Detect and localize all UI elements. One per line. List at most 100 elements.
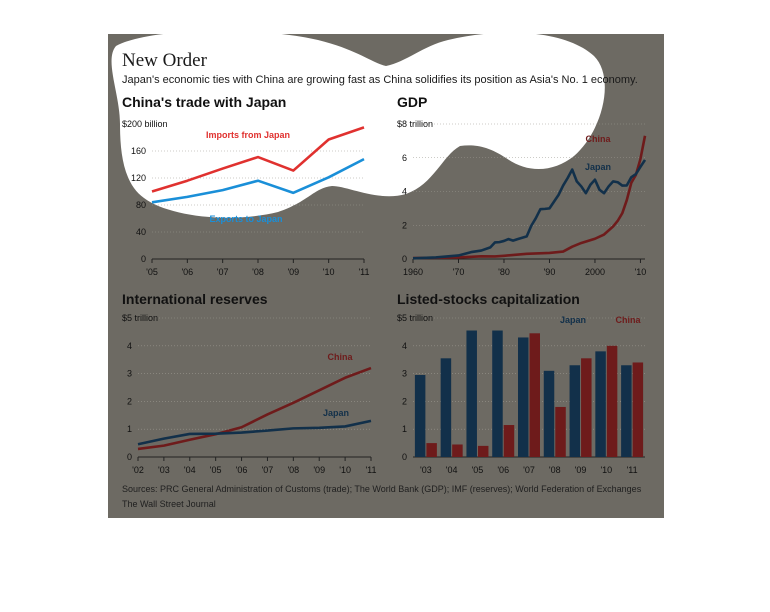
series-line-japan xyxy=(412,159,647,260)
y-tick-label: 2 xyxy=(402,396,407,406)
chart-reserves: International reserves 0 1 2 3 4 $5 trillion '0… xyxy=(122,291,377,475)
y-tick-label: 4 xyxy=(127,341,132,351)
series-line-japan xyxy=(137,419,372,446)
y-tick-label: 1 xyxy=(402,424,407,434)
y-tick-label: 2 xyxy=(402,220,407,230)
y-tick-label: 2 xyxy=(127,396,132,406)
bar-china xyxy=(632,362,644,457)
x-tick-label: 1960 xyxy=(403,267,423,277)
series-line-imports-from-japan xyxy=(151,126,365,193)
y-tick-label: 120 xyxy=(131,173,146,183)
chart-title-trade: China's trade with Japan xyxy=(122,94,286,110)
y-unit-label: $8 trillion xyxy=(397,119,433,129)
x-tick-label: '08 xyxy=(252,267,264,277)
legend-china: China xyxy=(615,315,641,325)
chart-trade: China's trade with Japan 0 40 80 120 160 $200 … xyxy=(122,94,370,277)
y-tick-label: 80 xyxy=(136,200,146,210)
series-label-japan: Japan xyxy=(585,162,611,172)
y-unit-label: $5 trillion xyxy=(397,313,433,323)
bar-japan xyxy=(466,330,477,457)
chart-gdp: GDP 0 2 4 6 $8 trillion 1960 '70 '80 '90 2000 '10 Ch… xyxy=(397,94,646,277)
x-tick-label: '03 xyxy=(420,465,432,475)
highlight-shape xyxy=(111,34,605,218)
y-tick-label: 0 xyxy=(402,452,407,462)
infographic-panel: China's trade with Japan 0 40 80 120 160 $200 … xyxy=(108,34,664,518)
chart-title-reserves: International reserves xyxy=(122,291,268,307)
series-line-china xyxy=(412,135,647,260)
series-label-japan: Japan xyxy=(323,408,349,418)
x-tick-label: '02 xyxy=(132,465,144,475)
x-tick-label: '04 xyxy=(446,465,458,475)
x-tick-label: '08 xyxy=(549,465,561,475)
bar-china xyxy=(606,345,618,457)
y-tick-label: 1 xyxy=(127,424,132,434)
y-unit-label: $5 trillion xyxy=(122,313,158,323)
bar-japan xyxy=(440,358,452,457)
x-tick-label: '08 xyxy=(287,465,299,475)
y-tick-label: 3 xyxy=(127,369,132,379)
x-tick-label: '11 xyxy=(627,465,638,475)
infographic-title: New Order xyxy=(122,50,207,71)
bar-china xyxy=(477,445,489,457)
bar-china xyxy=(555,406,566,457)
y-tick-label: 0 xyxy=(402,254,407,264)
x-tick-label: 2000 xyxy=(585,267,605,277)
x-tick-label: '07 xyxy=(262,465,274,475)
bar-china xyxy=(452,444,463,457)
x-tick-label: '10 xyxy=(635,267,647,277)
x-tick-label: '07 xyxy=(217,267,229,277)
bar-japan xyxy=(595,351,606,457)
charts-layer: China's trade with Japan04080120160$200 … xyxy=(122,94,646,475)
bar-japan xyxy=(569,365,581,457)
y-unit-label: $200 billion xyxy=(122,119,168,129)
x-tick-label: '06 xyxy=(497,465,509,475)
x-tick-label: '10 xyxy=(339,465,351,475)
bar-china xyxy=(503,425,515,457)
chart-title-stocks: Listed-stocks capitalization xyxy=(397,291,580,307)
x-tick-label: '11 xyxy=(358,267,369,277)
x-tick-label: '09 xyxy=(287,267,299,277)
x-tick-label: '03 xyxy=(158,465,170,475)
y-tick-label: 160 xyxy=(131,146,146,156)
x-tick-label: '10 xyxy=(323,267,335,277)
x-tick-label: '90 xyxy=(544,267,556,277)
y-tick-label: 0 xyxy=(127,452,132,462)
series-line-exports-to-japan xyxy=(151,157,365,204)
chart-stocks: Listed-stocks capitalization 0 1 2 3 4 $5 tril… xyxy=(397,291,645,475)
infographic-subtitle: Japan's economic ties with China are gro… xyxy=(122,74,638,86)
x-tick-label: '04 xyxy=(184,465,196,475)
x-tick-label: '70 xyxy=(453,267,465,277)
footer-credit: The Wall Street Journal xyxy=(122,499,216,509)
bar-china xyxy=(426,443,437,457)
y-tick-label: 40 xyxy=(136,227,146,237)
y-tick-label: 0 xyxy=(141,254,146,264)
x-tick-label: '07 xyxy=(523,465,535,475)
bar-japan xyxy=(414,374,426,457)
y-tick-label: 4 xyxy=(402,187,407,197)
y-tick-label: 3 xyxy=(402,369,407,379)
legend-japan: Japan xyxy=(560,315,586,325)
series-label-imports: Imports from Japan xyxy=(206,130,290,140)
x-tick-label: '05 xyxy=(472,465,484,475)
x-tick-label: '80 xyxy=(498,267,510,277)
series-label-china: China xyxy=(327,352,353,362)
chart-title-gdp: GDP xyxy=(397,94,427,110)
series-label-china: China xyxy=(585,134,611,144)
x-tick-label: '10 xyxy=(600,465,612,475)
x-tick-label: '09 xyxy=(313,465,325,475)
bar-japan xyxy=(621,365,632,457)
bar-china xyxy=(529,333,540,457)
x-tick-label: '06 xyxy=(236,465,248,475)
bar-japan xyxy=(543,370,555,457)
series-line-china xyxy=(137,366,372,451)
series-label-exports: Exports to Japan xyxy=(209,214,282,224)
bar-japan xyxy=(518,337,529,457)
x-tick-label: '09 xyxy=(575,465,587,475)
footer-sources: Sources: PRC General Administration of C… xyxy=(122,484,642,494)
bar-japan xyxy=(492,330,503,457)
highlight-blob xyxy=(111,34,605,218)
y-tick-label: 6 xyxy=(402,153,407,163)
y-tick-label: 4 xyxy=(402,341,407,351)
x-tick-label: '06 xyxy=(181,267,193,277)
bar-china xyxy=(581,358,592,457)
